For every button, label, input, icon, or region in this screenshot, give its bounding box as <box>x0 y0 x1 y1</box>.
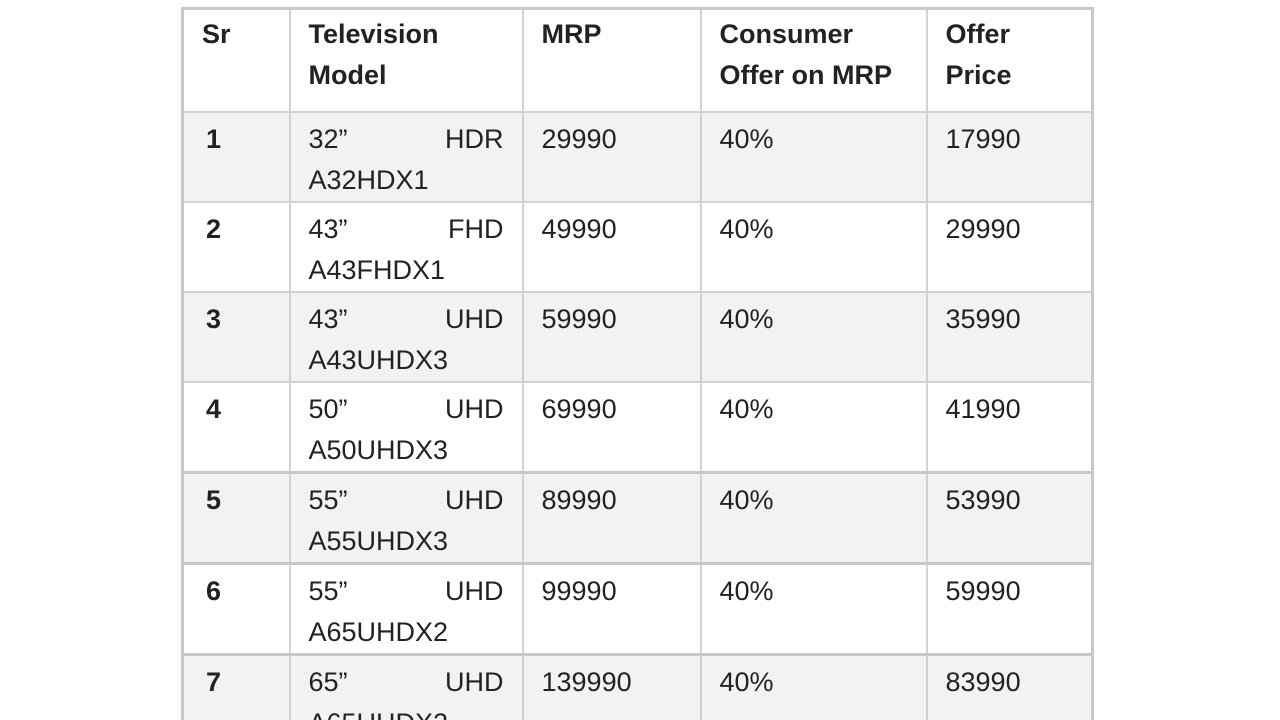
cell-model: 65” UHD A65UHDX2 <box>288 652 524 720</box>
model-code: A43FHDX1 <box>308 254 446 285</box>
model-type: UHD <box>445 484 504 515</box>
cell-price: 53990 <box>925 470 1094 564</box>
model-type: UHD <box>445 393 504 424</box>
cell-model: 43” FHD A43FHDX1 <box>288 200 524 293</box>
header-price-line1: Offer <box>945 19 1011 49</box>
header-price: Offer Price <box>925 7 1094 113</box>
model-type: UHD <box>445 303 504 334</box>
cell-mrp: 49990 <box>521 200 702 293</box>
cell-model: 55” UHD A55UHDX3 <box>288 470 524 564</box>
model-code: A43UHDX3 <box>308 344 449 375</box>
model-type: UHD <box>445 575 504 606</box>
header-model-line1: Television <box>308 19 439 49</box>
model-size: 55” <box>308 484 348 515</box>
model-size: 65” <box>308 666 348 697</box>
cell-model: 32” HDR A32HDX1 <box>288 110 524 203</box>
header-mrp: MRP <box>521 7 702 113</box>
header-sr: Sr <box>181 7 291 113</box>
cell-model: 43” UHD A43UHDX3 <box>288 290 524 383</box>
header-offer-line2: Offer on MRP <box>719 60 893 90</box>
tv-offer-table: Sr Television Model MRP Consumer Offer o… <box>181 7 1094 720</box>
header-sr-label: Sr <box>202 19 231 49</box>
cell-mrp: 99990 <box>521 561 702 655</box>
table-row: 7 65” UHD A65UHDX2 139990 40% 83990 <box>181 652 1094 720</box>
table-row: 1 32” HDR A32HDX1 29990 40% 17990 <box>181 110 1094 203</box>
cell-model: 50” UHD A50UHDX3 <box>288 380 524 473</box>
cell-model: 55” UHD A65UHDX2 <box>288 561 524 655</box>
model-code: A32HDX1 <box>308 164 429 195</box>
table-row: 2 43” FHD A43FHDX1 49990 40% 29990 <box>181 200 1094 293</box>
header-model-line2: Model <box>308 60 387 90</box>
model-type: FHD <box>448 213 504 244</box>
header-mrp-label: MRP <box>541 19 602 49</box>
model-code: A65UHDX2 <box>309 703 504 720</box>
cell-mrp: 69990 <box>521 380 702 473</box>
model-size: 43” <box>308 303 348 334</box>
model-code: A50UHDX3 <box>308 434 449 465</box>
cell-sr: 1 <box>181 110 291 203</box>
cell-sr: 3 <box>181 290 291 383</box>
cell-price: 59990 <box>925 561 1094 655</box>
model-code: A55UHDX3 <box>308 525 449 556</box>
header-model: Television Model <box>288 7 524 113</box>
cell-sr: 6 <box>181 561 291 655</box>
table-row: 5 55” UHD A55UHDX3 89990 40% 53990 <box>181 470 1094 564</box>
cell-mrp: 59990 <box>521 290 702 383</box>
model-size: 43” <box>308 213 348 244</box>
cell-price: 29990 <box>925 200 1094 293</box>
cell-sr: 2 <box>181 200 291 293</box>
table-row: 6 55” UHD A65UHDX2 99990 40% 59990 <box>181 561 1094 655</box>
header-offer: Consumer Offer on MRP <box>699 7 928 113</box>
cell-mrp: 139990 <box>521 652 702 720</box>
cell-offer: 40% <box>699 561 928 655</box>
model-size: 32” <box>308 123 348 154</box>
model-type: UHD <box>445 666 504 697</box>
cell-offer: 40% <box>699 200 928 293</box>
header-offer-line1: Consumer <box>719 19 854 49</box>
cell-sr: 4 <box>181 380 291 473</box>
cell-offer: 40% <box>699 290 928 383</box>
cell-price: 17990 <box>925 110 1094 203</box>
cell-offer: 40% <box>699 470 928 564</box>
cell-mrp: 89990 <box>521 470 702 564</box>
model-size: 55” <box>308 575 348 606</box>
cell-offer: 40% <box>699 652 928 720</box>
cell-price: 35990 <box>925 290 1094 383</box>
model-size: 50” <box>308 393 348 424</box>
table-row: 3 43” UHD A43UHDX3 59990 40% 35990 <box>181 290 1094 383</box>
header-row: Sr Television Model MRP Consumer Offer o… <box>181 7 1094 113</box>
cell-price: 83990 <box>925 652 1094 720</box>
cell-offer: 40% <box>699 110 928 203</box>
header-price-line2: Price <box>945 60 1012 90</box>
cell-mrp: 29990 <box>521 110 702 203</box>
model-type: HDR <box>445 123 504 154</box>
cell-offer: 40% <box>699 380 928 473</box>
table-row: 4 50” UHD A50UHDX3 69990 40% 41990 <box>181 380 1094 473</box>
cell-sr: 7 <box>181 652 291 720</box>
cell-sr: 5 <box>181 470 291 564</box>
cell-price: 41990 <box>925 380 1094 473</box>
model-code: A65UHDX2 <box>308 616 449 647</box>
